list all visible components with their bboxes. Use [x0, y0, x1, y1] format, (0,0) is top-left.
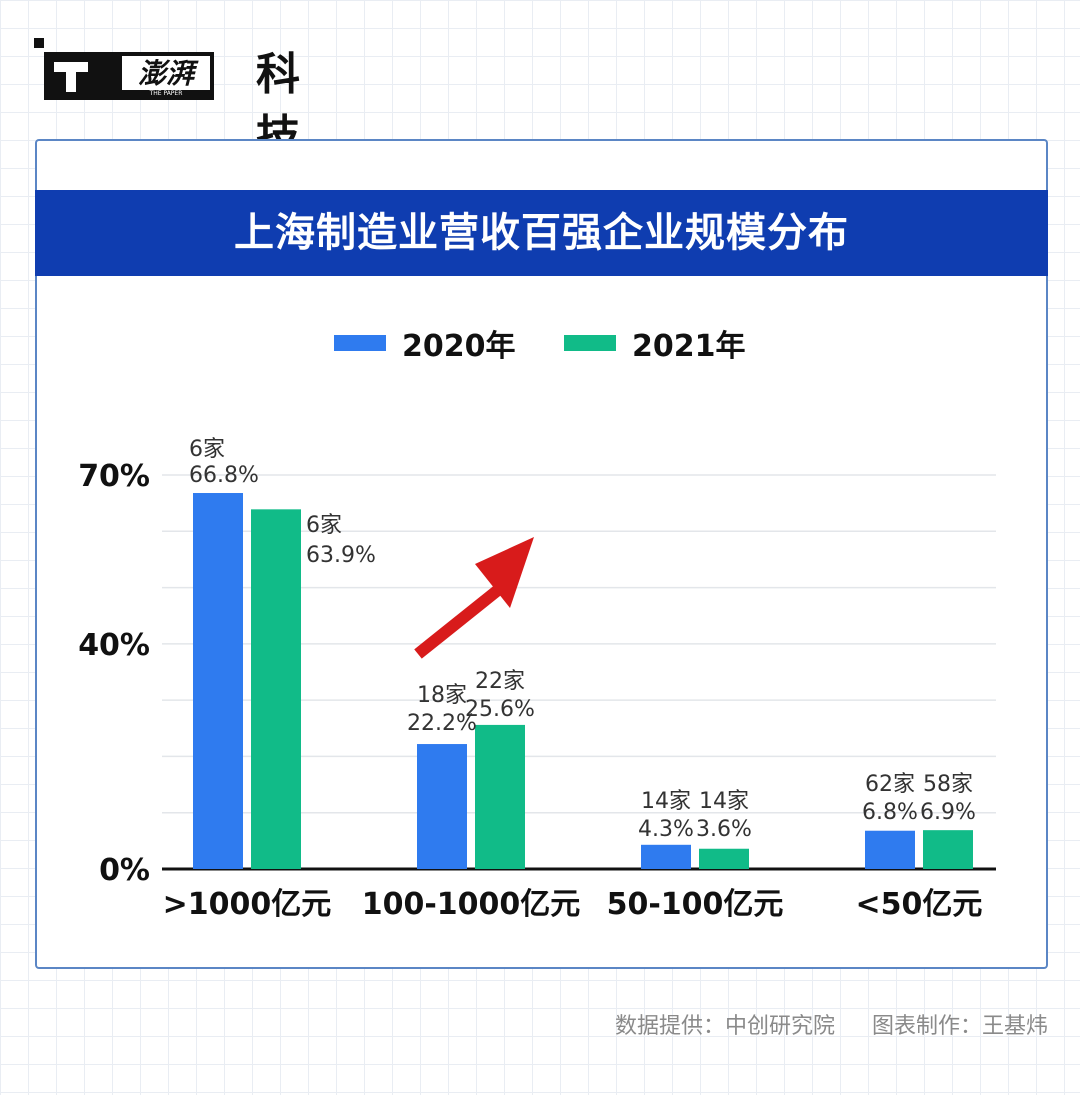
legend-item-2021: 2021年: [564, 318, 746, 368]
data-label-value: 25.6%: [465, 697, 535, 722]
footer-source: 数据提供：中创研究院: [614, 1014, 835, 1039]
data-label-value: 63.9%: [306, 543, 376, 568]
x-category-label: 100-1000亿元: [362, 887, 581, 922]
data-label-value: 6.9%: [920, 800, 976, 825]
data-label-count: 6家: [306, 513, 342, 538]
bar-2021: [699, 848, 749, 869]
legend-label-2021: 2021年: [632, 329, 746, 364]
data-label-value: 66.8%: [189, 463, 259, 488]
trend-arrow-head-icon: [475, 537, 534, 608]
legend-swatch-2021: [564, 335, 616, 351]
data-label-count: 14家: [699, 789, 749, 814]
data-label-count: 6家: [189, 437, 225, 462]
brand-logo: 澎湃 THE PAPER 科技: [34, 38, 334, 162]
svg-text:澎湃: 澎湃: [138, 57, 199, 90]
x-category-label: <50亿元: [856, 887, 983, 922]
footer-credits: 数据提供：中创研究院 图表制作：王基炜: [585, 1008, 1048, 1040]
y-tick-label: 0%: [99, 853, 150, 888]
data-label-count: 58家: [923, 772, 973, 797]
chart-title: 上海制造业营收百强企业规模分布: [234, 210, 849, 256]
legend: 2020年 2021年: [0, 318, 1080, 368]
data-label-value: 4.3%: [638, 817, 694, 842]
data-label-value: 3.6%: [696, 817, 752, 842]
bar-2020: [865, 830, 915, 869]
title-bar: 上海制造业营收百强企业规模分布: [35, 190, 1048, 276]
x-category-label: 50-100亿元: [607, 887, 784, 922]
data-label-count: 62家: [865, 772, 915, 797]
data-label-value: 22.2%: [407, 711, 477, 736]
bar-2021: [251, 509, 301, 869]
svg-text:THE PAPER: THE PAPER: [149, 90, 183, 97]
legend-item-2020: 2020年: [334, 318, 516, 368]
trend-arrow-shaft: [414, 585, 502, 659]
bar-2020: [641, 844, 691, 869]
y-tick-label: 70%: [78, 459, 150, 494]
legend-label-2020: 2020年: [402, 329, 516, 364]
bar-2020: [417, 744, 467, 869]
footer-credit: 图表制作：王基炜: [871, 1014, 1048, 1039]
data-label-count: 18家: [417, 683, 467, 708]
bar-2021: [923, 830, 973, 869]
bar-2021: [475, 724, 525, 869]
legend-swatch-2020: [334, 335, 386, 351]
y-tick-label: 40%: [78, 628, 150, 663]
data-label-count: 14家: [641, 789, 691, 814]
x-category-label: >1000亿元: [163, 887, 332, 922]
data-label-value: 6.8%: [862, 800, 918, 825]
bar-2020: [193, 493, 243, 869]
thepaper-logo-icon: 澎湃 THE PAPER: [34, 38, 214, 100]
data-label-count: 22家: [475, 669, 525, 694]
